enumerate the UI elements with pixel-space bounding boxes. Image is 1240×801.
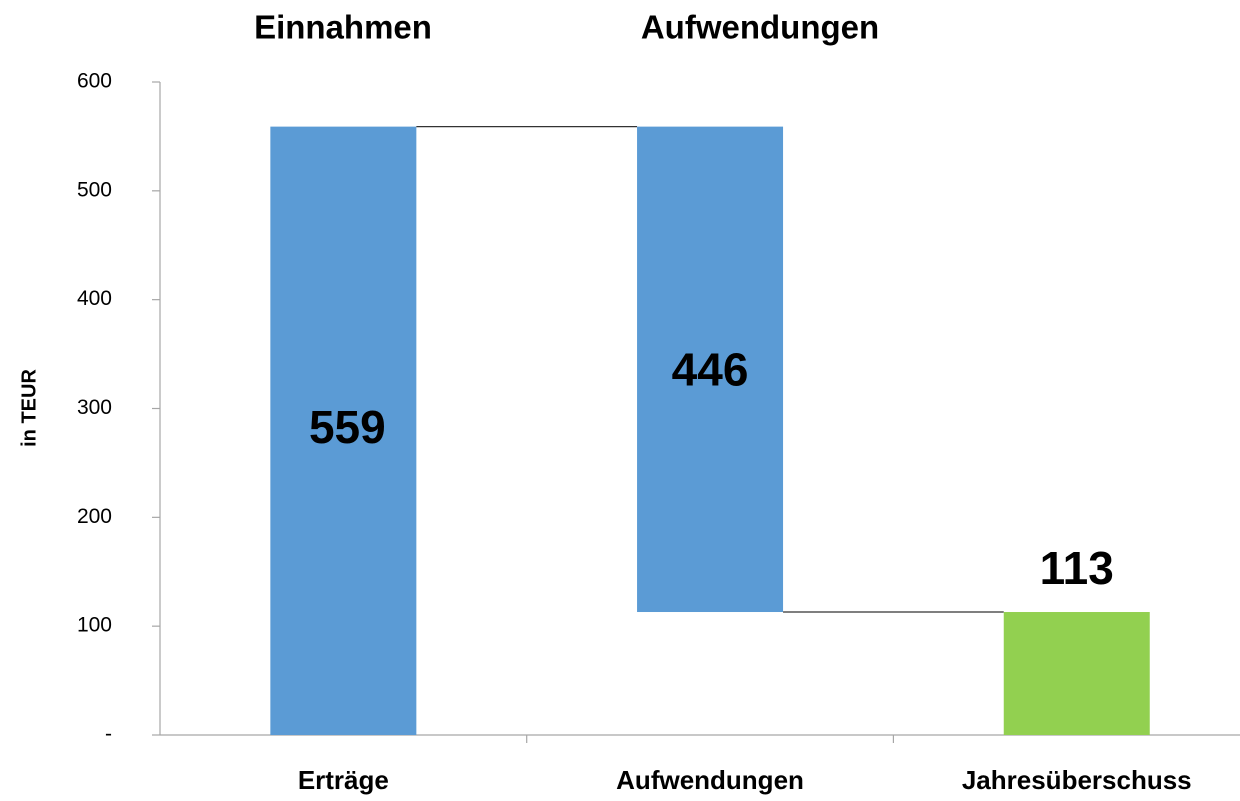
bar [1003,612,1150,735]
bar [270,126,417,736]
y-tick-label: 100 [77,614,112,637]
y-axis-title: in TEUR [18,369,40,447]
y-tick-label: 500 [77,178,112,201]
y-tick-label: 400 [77,287,112,310]
bar [637,126,784,613]
y-tick-label: 300 [77,396,112,419]
y-tick-label: - [105,723,112,746]
y-tick-label: 600 [77,70,112,93]
annotation: Aufwendungen [641,9,879,46]
data-label: 559 [309,401,386,453]
y-tick-label: 200 [77,505,112,528]
x-tick-label: Jahresüberschuss [962,765,1192,795]
data-label: 113 [1040,542,1114,594]
annotation: Einnahmen [254,9,432,46]
x-tick-label: Aufwendungen [616,765,804,795]
data-label: 446 [672,343,749,395]
x-tick-label: Erträge [298,765,389,795]
